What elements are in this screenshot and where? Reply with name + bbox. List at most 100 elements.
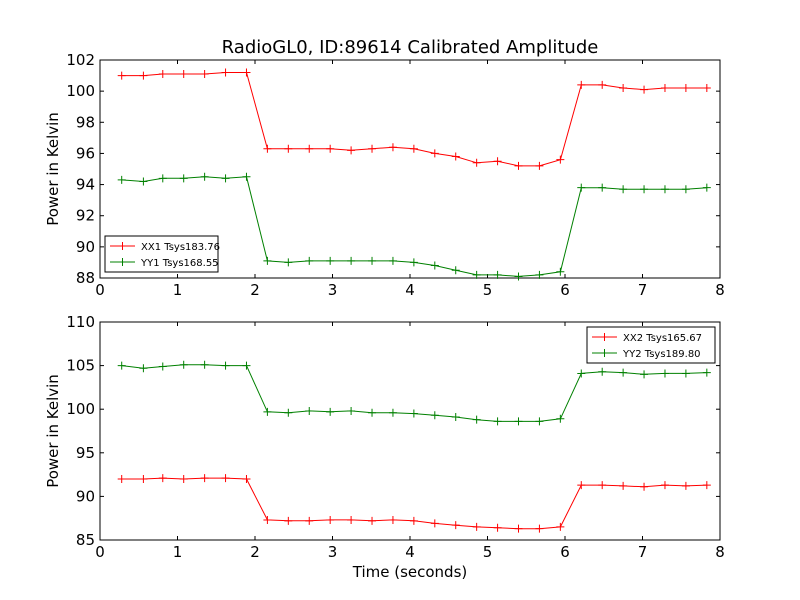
data-point (388, 143, 397, 152)
y-tick-label: 100 (66, 400, 95, 418)
data-point (347, 515, 356, 524)
data-point (368, 144, 377, 153)
data-point (139, 177, 148, 186)
data-point (577, 183, 586, 192)
data-point (619, 185, 628, 194)
y-tick-label: 102 (66, 51, 95, 69)
y-tick-label: 90 (76, 238, 95, 256)
data-point (368, 516, 377, 525)
x-tick-label: 6 (560, 281, 570, 299)
y-tick-label: 100 (66, 82, 95, 100)
x-tick-label: 1 (173, 543, 183, 561)
data-point (472, 415, 481, 424)
legend-box (586, 326, 716, 364)
data-point (681, 185, 690, 194)
data-point (640, 85, 649, 94)
data-point (263, 144, 272, 153)
x-tick-label: 4 (405, 281, 415, 299)
data-point (430, 411, 439, 420)
data-point (702, 84, 711, 93)
data-point (200, 172, 209, 181)
x-tick-label: 1 (173, 281, 183, 299)
data-point (409, 516, 418, 525)
data-point (493, 417, 502, 426)
data-point (139, 71, 148, 80)
data-point (556, 414, 565, 423)
y-tick-label: 90 (76, 487, 95, 505)
y-tick-label: 96 (76, 144, 95, 162)
x-tick-label: 7 (638, 281, 648, 299)
data-point (347, 146, 356, 155)
y-axis-label: Power in Kelvin (44, 112, 62, 226)
data-point (472, 158, 481, 167)
x-tick-label: 0 (95, 281, 105, 299)
data-point (242, 172, 251, 181)
data-point (326, 407, 335, 416)
data-point (117, 474, 126, 483)
data-point (242, 361, 251, 370)
data-point (660, 84, 669, 93)
x-axis-label: Time (seconds) (352, 563, 468, 581)
legend-marker (600, 333, 609, 341)
y-tick-label: 92 (76, 207, 95, 225)
data-point (702, 368, 711, 377)
data-point (409, 144, 418, 153)
y-tick-label: 94 (76, 176, 95, 194)
x-tick-label: 8 (715, 543, 725, 561)
data-point (305, 516, 314, 525)
data-point (221, 474, 230, 483)
data-point (660, 369, 669, 378)
data-point (640, 370, 649, 379)
data-point (556, 155, 565, 164)
data-point (242, 68, 251, 77)
x-tick-label: 5 (483, 543, 493, 561)
data-point (263, 407, 272, 416)
data-point (139, 364, 148, 373)
data-point (158, 174, 167, 183)
data-point (263, 515, 272, 524)
data-point (598, 80, 607, 89)
data-point (535, 270, 544, 279)
data-point (702, 183, 711, 192)
x-tick-label: 4 (405, 543, 415, 561)
data-point (326, 256, 335, 265)
data-point (640, 482, 649, 491)
data-point (577, 80, 586, 89)
x-tick-label: 8 (715, 281, 725, 299)
data-point (535, 417, 544, 426)
data-point (200, 360, 209, 369)
y-tick-label: 98 (76, 113, 95, 131)
data-point (660, 481, 669, 490)
data-point (305, 256, 314, 265)
data-point (493, 523, 502, 532)
y-tick-label: 110 (66, 313, 95, 331)
x-tick-label: 5 (483, 281, 493, 299)
data-point (284, 258, 293, 267)
data-point (598, 367, 607, 376)
data-point (368, 408, 377, 417)
data-point (451, 266, 460, 275)
data-point (347, 406, 356, 415)
data-point (409, 258, 418, 267)
data-point (493, 270, 502, 279)
y-tick-label: 85 (76, 531, 95, 549)
legend-entry: YY2 Tsys189.80 (622, 349, 701, 360)
data-point (117, 175, 126, 184)
legend-entry: YY1 Tsys168.55 (140, 258, 219, 269)
data-point (347, 256, 356, 265)
data-point (535, 161, 544, 170)
data-point (305, 144, 314, 153)
data-point (326, 144, 335, 153)
data-point (221, 361, 230, 370)
bottom-subplot: 0 1 2 3 4 5 6 7 8 85 90 95 100 105 110 Power in Kelvin T… (44, 313, 725, 581)
data-point (619, 368, 628, 377)
data-point (514, 524, 523, 533)
x-tick-label: 2 (250, 281, 260, 299)
x-tick-label: 6 (560, 543, 570, 561)
data-point (179, 70, 188, 79)
data-point (200, 474, 209, 483)
data-point (430, 261, 439, 270)
data-point (200, 70, 209, 79)
data-point (139, 474, 148, 483)
